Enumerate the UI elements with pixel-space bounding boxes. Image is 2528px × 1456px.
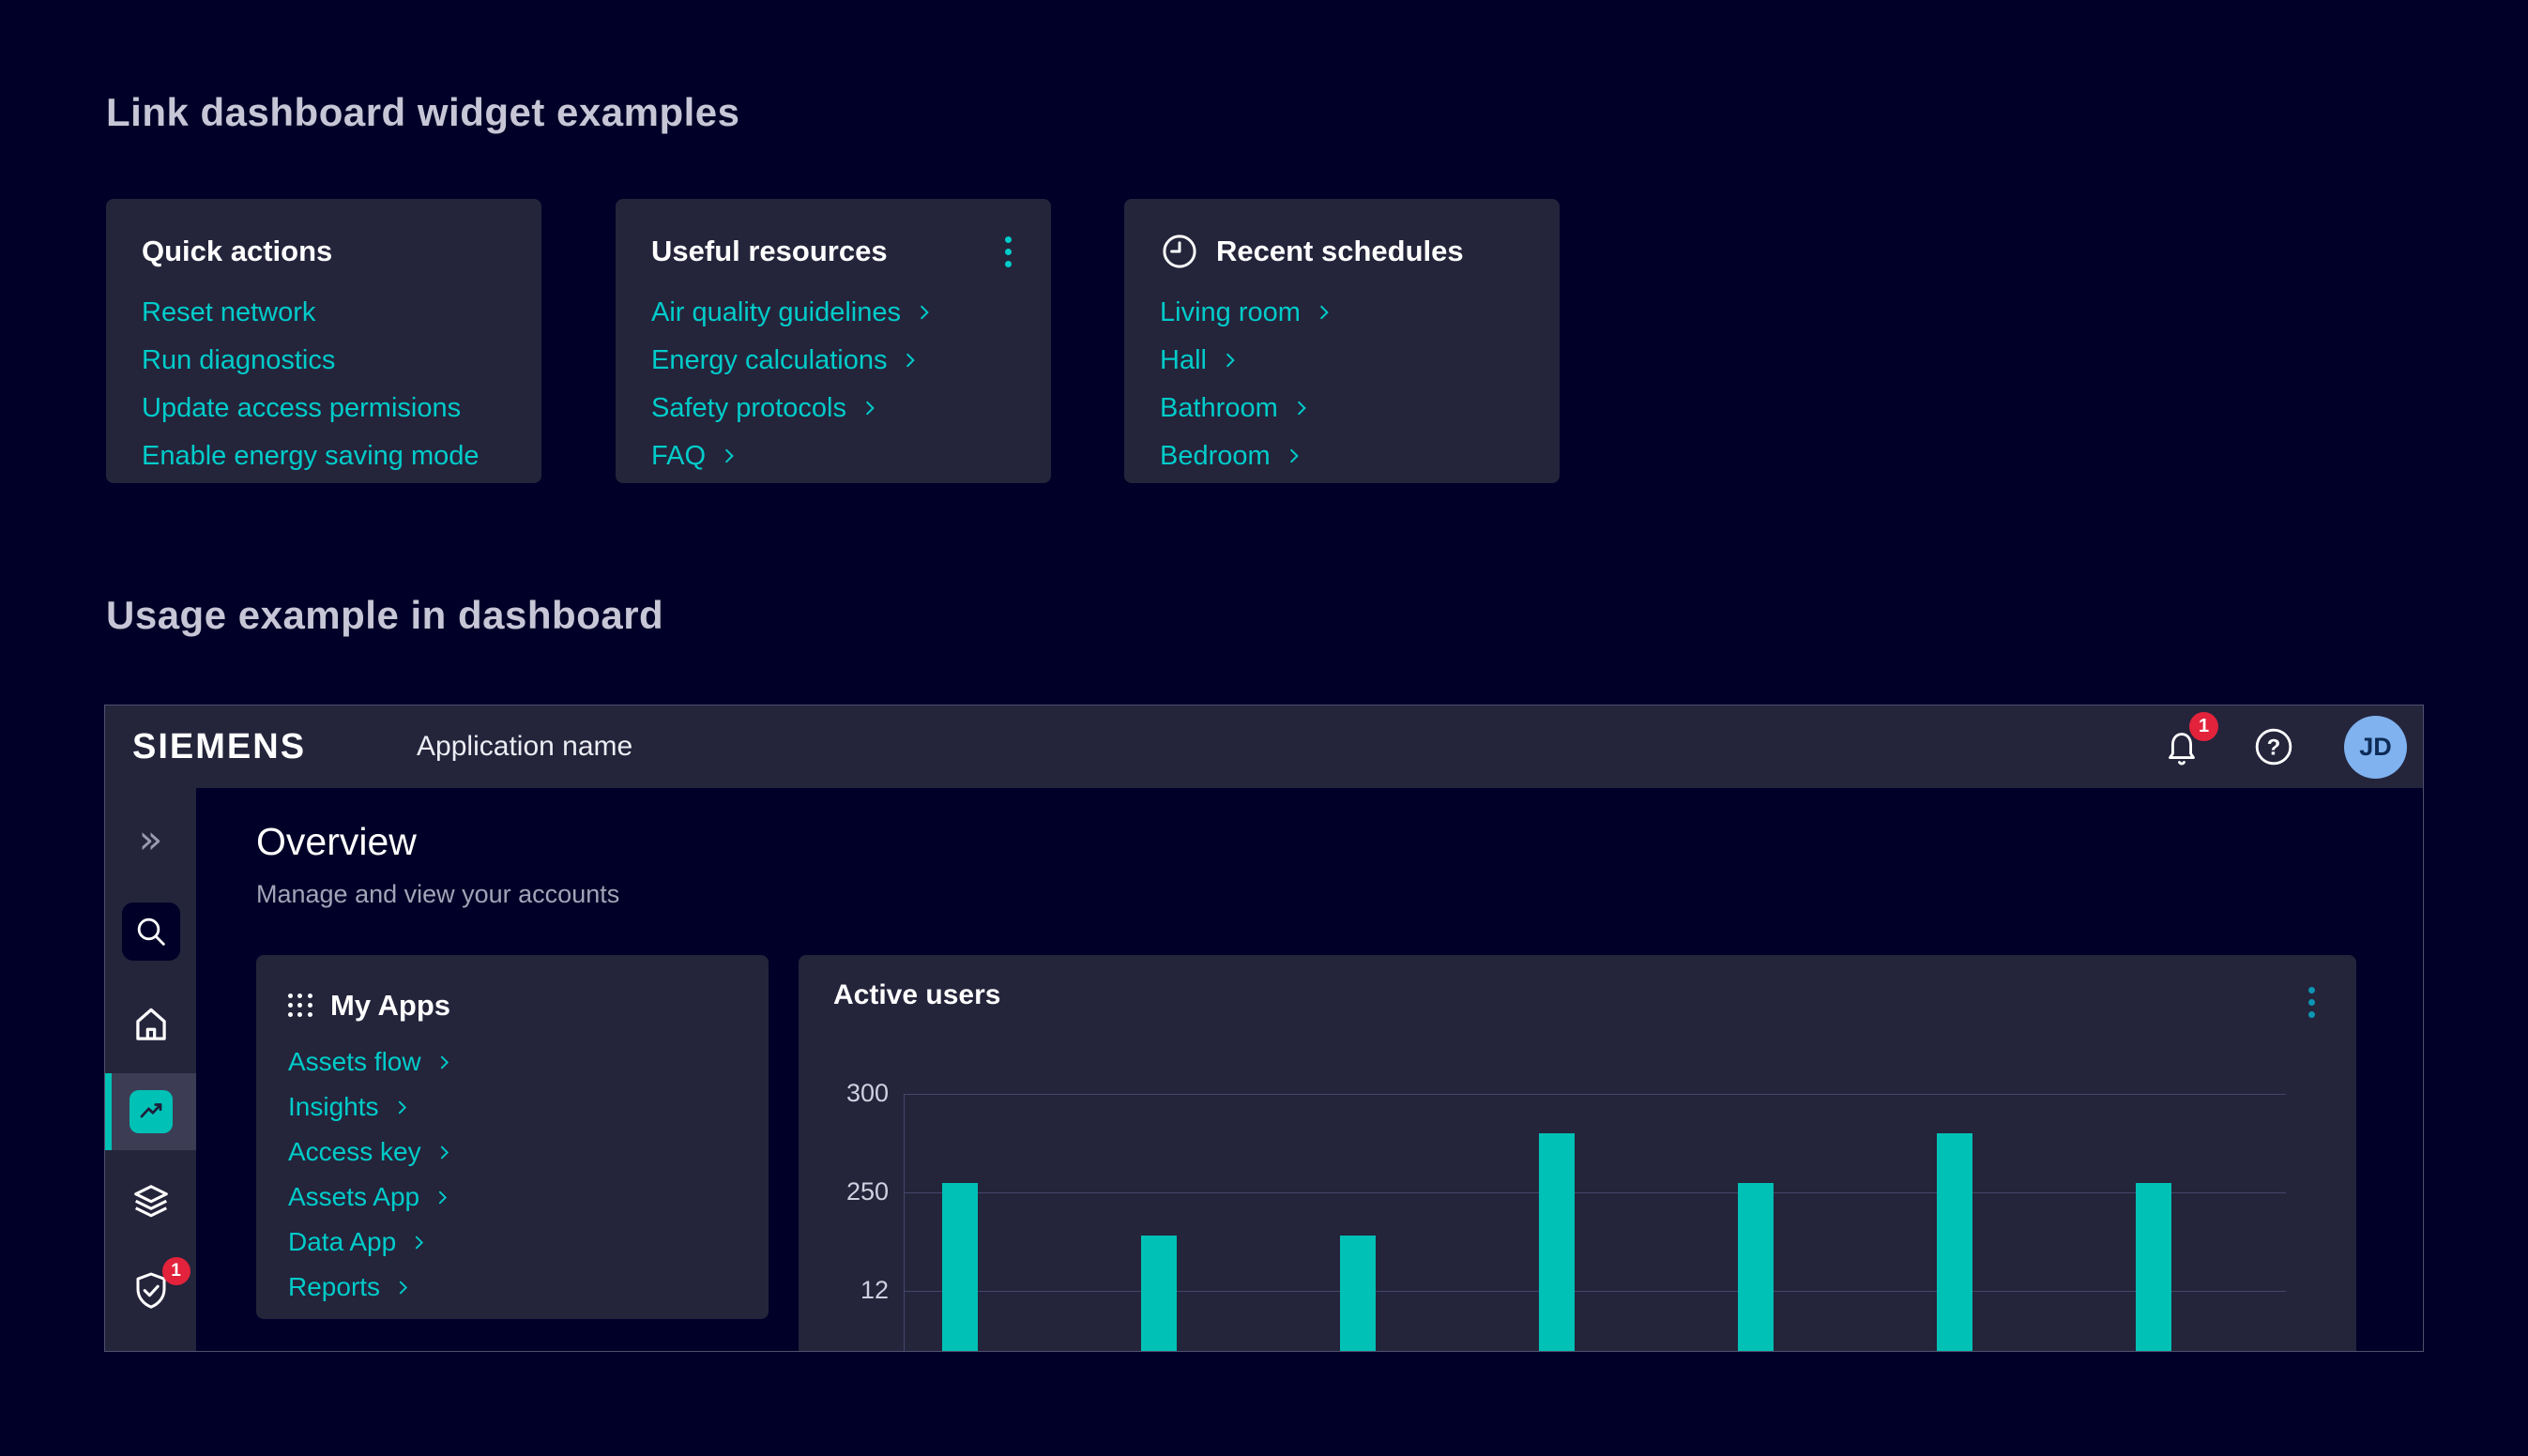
widget-link[interactable]: Safety protocols bbox=[651, 394, 878, 422]
help-icon: ? bbox=[2252, 725, 2295, 768]
quick-actions-links: Reset network Run diagnostics Update acc… bbox=[142, 298, 506, 470]
notification-badge: 1 bbox=[2189, 712, 2218, 741]
chart-title: Active users bbox=[833, 979, 1000, 1011]
active-item-accent-bar bbox=[105, 1073, 112, 1150]
widget-link[interactable]: Hall bbox=[1160, 346, 1239, 374]
quick-actions-widget: Quick actions Reset network Run diagnost… bbox=[106, 199, 541, 483]
help-button[interactable]: ? bbox=[2252, 725, 2295, 768]
widget-link[interactable]: Enable energy saving mode bbox=[142, 442, 480, 470]
section-heading-usage: Usage example in dashboard bbox=[106, 593, 663, 638]
bar bbox=[2136, 1183, 2171, 1353]
kebab-menu-icon[interactable] bbox=[1001, 233, 1015, 271]
y-tick-label: 12 bbox=[817, 1276, 889, 1305]
sidebar-search-button[interactable] bbox=[122, 902, 180, 961]
useful-resources-widget: Useful resources Air quality guidelines … bbox=[616, 199, 1051, 483]
layers-icon bbox=[129, 1180, 173, 1223]
chevron-right-icon bbox=[861, 400, 878, 417]
chevron-right-icon bbox=[721, 447, 738, 464]
y-axis-line bbox=[904, 1094, 905, 1352]
bar bbox=[1141, 1236, 1177, 1352]
siemens-logo: SIEMENS bbox=[132, 727, 306, 767]
chevron-right-icon bbox=[1222, 352, 1239, 369]
section-heading-widgets: Link dashboard widget examples bbox=[106, 90, 740, 135]
notifications-button[interactable]: 1 bbox=[2160, 725, 2203, 768]
y-tick-label: 300 bbox=[817, 1079, 889, 1108]
widget-link[interactable]: Bedroom bbox=[1160, 442, 1302, 470]
widget-link[interactable]: Bathroom bbox=[1160, 394, 1310, 422]
widget-title: Useful resources bbox=[651, 235, 888, 268]
bar bbox=[1738, 1183, 1774, 1353]
chevron-right-icon bbox=[1316, 304, 1333, 321]
chevron-right-icon bbox=[916, 304, 933, 321]
widget-link[interactable]: Access key bbox=[288, 1139, 452, 1165]
my-apps-links: Assets flow Insights Access key bbox=[288, 1049, 737, 1300]
sidebar-expand-button[interactable]: » bbox=[139, 820, 163, 859]
sidebar: » bbox=[105, 788, 196, 1352]
clock-icon bbox=[1160, 232, 1199, 271]
chevron-right-icon bbox=[434, 1190, 450, 1206]
widget-title: My Apps bbox=[330, 989, 450, 1023]
recent-schedules-links: Living room Hall Bathroom Bedroom bbox=[1160, 298, 1524, 470]
trend-chart-icon bbox=[129, 1090, 173, 1133]
widget-link[interactable]: Living room bbox=[1160, 298, 1333, 326]
chevron-right-icon bbox=[436, 1054, 452, 1070]
security-badge: 1 bbox=[162, 1257, 190, 1285]
sidebar-layers-button[interactable] bbox=[129, 1180, 173, 1228]
widget-title: Quick actions bbox=[142, 235, 332, 268]
widget-link[interactable]: Insights bbox=[288, 1094, 410, 1120]
y-tick-label: 250 bbox=[817, 1177, 889, 1206]
chevron-right-icon bbox=[1286, 447, 1302, 464]
widget-link[interactable]: Reports bbox=[288, 1274, 411, 1300]
chevron-right-icon bbox=[1293, 400, 1310, 417]
page-subtitle: Manage and view your accounts bbox=[256, 880, 619, 909]
bar bbox=[1539, 1133, 1575, 1352]
widget-link[interactable]: Update access permisions bbox=[142, 394, 461, 422]
search-icon bbox=[132, 913, 170, 950]
sidebar-security-button[interactable]: 1 bbox=[129, 1268, 174, 1318]
dashboard-content: Overview Manage and view your accounts M… bbox=[196, 788, 2423, 1351]
kebab-menu-icon[interactable] bbox=[2305, 983, 2319, 1022]
gridline bbox=[904, 1192, 2286, 1193]
chevron-right-icon bbox=[902, 352, 919, 369]
page-title: Overview bbox=[256, 820, 417, 864]
widget-link[interactable]: Air quality guidelines bbox=[651, 298, 933, 326]
active-users-widget: Active users 300 250 12 bbox=[799, 955, 2356, 1352]
sidebar-home-button[interactable] bbox=[127, 1000, 175, 1054]
sidebar-analytics-button-active[interactable] bbox=[105, 1073, 196, 1150]
widget-link[interactable]: Assets App bbox=[288, 1184, 450, 1210]
useful-resources-links: Air quality guidelines Energy calculatio… bbox=[651, 298, 1015, 470]
gridline bbox=[904, 1094, 2286, 1095]
widget-link[interactable]: Assets flow bbox=[288, 1049, 452, 1075]
widget-link[interactable]: Run diagnostics bbox=[142, 346, 335, 374]
application-name: Application name bbox=[417, 731, 632, 763]
recent-schedules-widget: Recent schedules Living room Hall Bathro… bbox=[1124, 199, 1560, 483]
app-grid-icon bbox=[288, 993, 313, 1019]
avatar[interactable]: JD bbox=[2344, 716, 2407, 779]
svg-text:?: ? bbox=[2267, 735, 2281, 760]
chevron-right-icon bbox=[394, 1100, 410, 1115]
chevron-right-icon bbox=[436, 1145, 452, 1160]
app-header: SIEMENS Application name 1 ? JD bbox=[105, 705, 2423, 788]
my-apps-widget: My Apps Assets flow Insights Access bbox=[256, 955, 769, 1319]
bar bbox=[1340, 1236, 1376, 1352]
widget-link[interactable]: Reset network bbox=[142, 298, 315, 326]
widget-link[interactable]: Energy calculations bbox=[651, 346, 919, 374]
bar bbox=[1937, 1133, 1972, 1352]
bar bbox=[942, 1183, 978, 1353]
widget-link[interactable]: FAQ bbox=[651, 442, 738, 470]
dashboard-example-frame: SIEMENS Application name 1 ? JD » bbox=[104, 705, 2424, 1352]
chevron-right-icon bbox=[411, 1235, 427, 1251]
home-icon bbox=[127, 1000, 175, 1049]
widget-link[interactable]: Data App bbox=[288, 1229, 427, 1255]
gridline bbox=[904, 1291, 2286, 1292]
chevron-right-icon bbox=[395, 1280, 411, 1296]
widget-title: Recent schedules bbox=[1216, 235, 1464, 268]
